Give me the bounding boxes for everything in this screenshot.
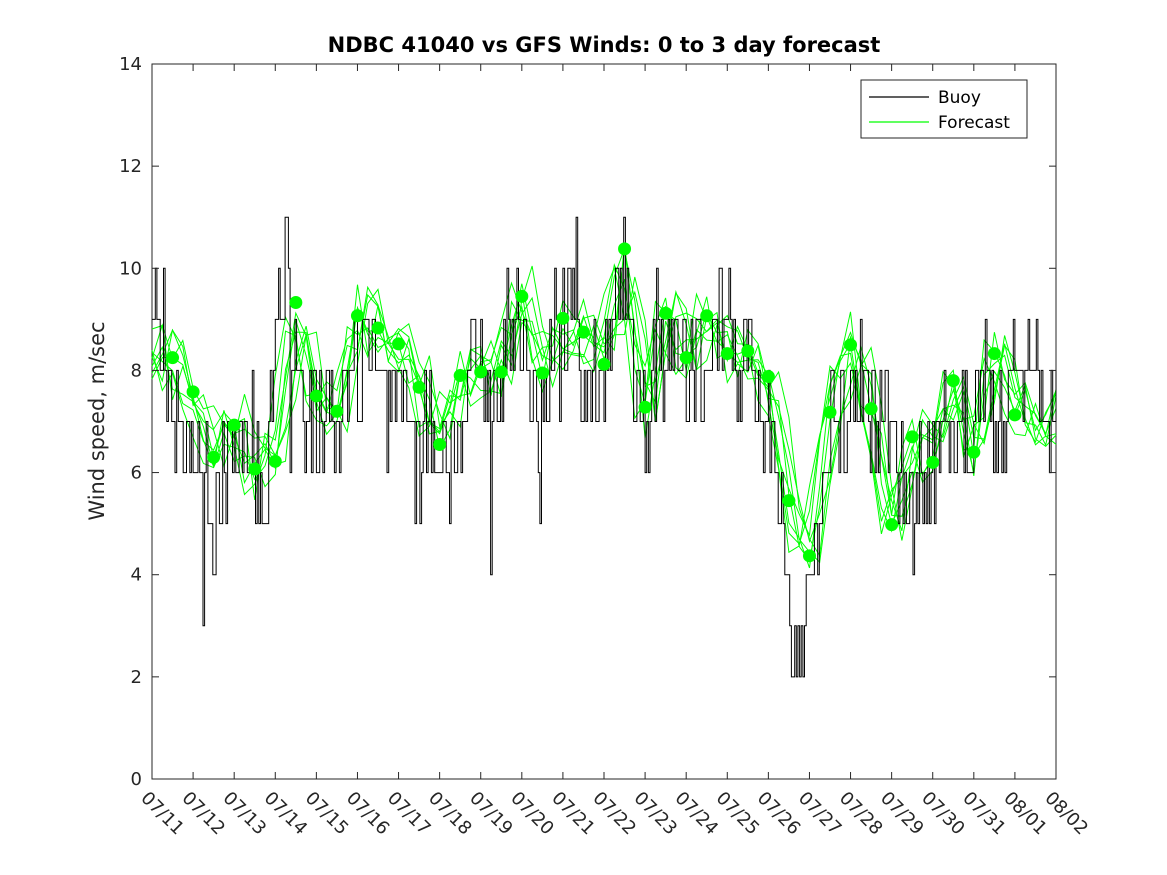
forecast-line (151, 248, 1057, 569)
forecast-point (1008, 408, 1022, 422)
forecast-point (946, 374, 960, 388)
forecast-line (151, 265, 1057, 558)
y-tick-label: 0 (131, 769, 142, 790)
forecast-point (392, 337, 406, 351)
forecast-point (576, 325, 590, 339)
forecast-point (802, 549, 816, 563)
forecast-point (433, 437, 447, 451)
legend-label-forecast: Forecast (938, 113, 1010, 133)
forecast-point (659, 306, 673, 320)
forecast-point (166, 351, 180, 365)
forecast-point (864, 402, 878, 416)
forecast-point (987, 347, 1001, 361)
forecast-point (556, 311, 570, 325)
y-axis: 0 2 4 6 8 10 12 14 (119, 54, 1056, 790)
buoy-series (152, 216, 1057, 678)
forecast-point (371, 321, 385, 335)
forecast-point (597, 357, 611, 371)
y-tick-label: 14 (119, 54, 142, 75)
forecast-line (151, 265, 1057, 554)
forecast-point (309, 389, 323, 403)
forecast-point (289, 296, 303, 310)
forecast-point (885, 518, 899, 532)
y-axis-label: Wind speed, m/sec (85, 321, 109, 520)
y-tick-label: 8 (131, 360, 142, 381)
forecast-point (186, 385, 200, 399)
forecast-point (474, 365, 488, 379)
forecast-point (700, 309, 714, 323)
forecast-point (330, 404, 344, 418)
forecast-point (248, 462, 262, 476)
forecast-point (679, 351, 693, 365)
forecast-markers (166, 242, 1022, 563)
forecast-point (782, 494, 796, 508)
y-tick-label: 12 (119, 156, 142, 177)
forecast-point (926, 455, 940, 469)
forecast-point (741, 344, 755, 358)
forecast-point (227, 418, 241, 432)
forecast-point (618, 242, 632, 256)
forecast-point (268, 454, 282, 468)
y-tick-label: 4 (131, 565, 142, 586)
legend-label-buoy: Buoy (938, 88, 981, 108)
forecast-point (823, 405, 837, 419)
forecast-point (207, 450, 221, 464)
forecast-point (350, 309, 364, 323)
forecast-point (967, 445, 981, 459)
y-tick-label: 10 (119, 258, 142, 279)
buoy-line (152, 216, 1057, 678)
forecast-point (453, 369, 467, 383)
forecast-point (494, 365, 508, 379)
legend: Buoy Forecast (860, 79, 1028, 139)
y-tick-label: 2 (131, 667, 142, 688)
forecast-point (844, 338, 858, 352)
legend-box (860, 79, 1028, 139)
chart-title: NDBC 41040 vs GFS Winds: 0 to 3 day fore… (328, 33, 881, 57)
y-tick-label: 6 (131, 463, 142, 484)
forecast-point (638, 400, 652, 414)
forecast-point (535, 366, 549, 380)
forecast-point (761, 370, 775, 384)
forecast-point (412, 380, 426, 394)
forecast-point (720, 347, 734, 361)
forecast-point (515, 289, 529, 303)
forecast-point (905, 430, 919, 444)
